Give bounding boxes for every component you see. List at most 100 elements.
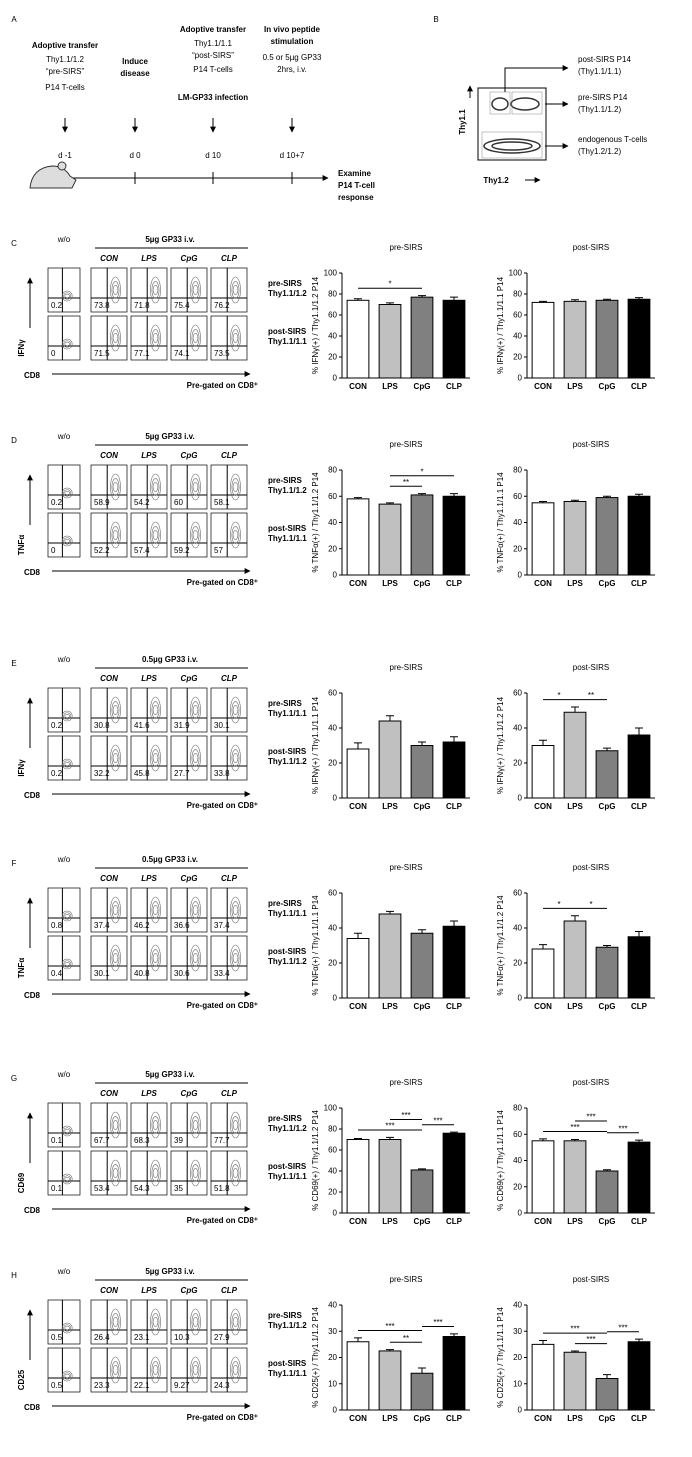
flow-plot	[90, 267, 128, 313]
bar	[378, 503, 402, 576]
population	[231, 901, 240, 919]
step-text: disease	[120, 69, 150, 78]
percent: 0	[51, 546, 56, 555]
y-tick-label: 0	[518, 994, 523, 1003]
bar	[346, 498, 370, 576]
error-bar	[418, 1367, 426, 1374]
population	[64, 293, 70, 299]
x-tick-label: LPS	[382, 802, 398, 811]
population	[491, 141, 533, 151]
axis-label: TNFα	[17, 958, 26, 979]
panel-letter: H	[11, 1271, 17, 1280]
error-bar	[450, 296, 458, 301]
bar	[346, 1139, 370, 1214]
population	[491, 97, 509, 111]
percent: 51.8	[214, 1184, 230, 1193]
flow-plot	[47, 687, 81, 733]
significance-label: ***	[433, 1116, 442, 1125]
flow-plot	[130, 1347, 168, 1393]
population	[232, 953, 239, 963]
percent: 53.4	[94, 1184, 110, 1193]
x-tick-label: LPS	[567, 1414, 583, 1423]
readout: response	[338, 193, 374, 202]
y-axis-label: % TNFα(+) / Thy1.1/1.2 P14	[311, 472, 320, 573]
flow-plot	[170, 887, 208, 933]
bar	[346, 748, 370, 799]
flow-plot	[47, 1299, 81, 1345]
step-text: P14 T-cells	[193, 65, 232, 74]
error-bar	[539, 944, 547, 949]
bar	[378, 720, 402, 799]
percent: 71.8	[134, 301, 150, 310]
significance-label: **	[588, 691, 594, 700]
row-label: Thy1.1/1.1	[268, 337, 307, 346]
error-bar	[635, 297, 643, 300]
population	[64, 713, 70, 719]
flow-plot	[90, 315, 128, 361]
significance-label: ***	[618, 1323, 627, 1332]
population	[230, 521, 241, 549]
y-tick-label: 100	[324, 269, 338, 278]
population	[192, 530, 199, 540]
bar	[627, 1141, 651, 1214]
population	[64, 490, 70, 496]
bar	[410, 494, 434, 576]
population	[64, 1325, 70, 1331]
bar	[346, 1341, 370, 1411]
population	[150, 473, 161, 501]
y-tick-label: 80	[513, 466, 522, 475]
population	[191, 1116, 200, 1134]
population	[110, 944, 121, 972]
population	[190, 744, 201, 772]
population	[232, 753, 239, 763]
y-tick-label: 60	[513, 689, 522, 698]
percent: 74.1	[174, 349, 190, 358]
row-label: Thy1.1/1.1	[268, 1369, 307, 1378]
percent: 41.6	[134, 721, 150, 730]
step-text: In vivo peptide	[264, 25, 321, 34]
condition: CLP	[221, 874, 238, 883]
population	[110, 276, 121, 304]
bar	[442, 741, 466, 799]
percent: 68.3	[134, 1136, 150, 1145]
flow-plot	[130, 512, 168, 558]
chart-title: pre-SIRS	[390, 863, 423, 872]
population	[63, 712, 72, 720]
population	[150, 276, 161, 304]
population	[190, 324, 201, 352]
condition: LPS	[141, 1089, 157, 1098]
y-tick-label: 10	[328, 1379, 337, 1388]
x-tick-label: CpG	[599, 382, 616, 391]
flow-plot	[210, 464, 248, 510]
population	[63, 537, 72, 545]
y-tick-label: 40	[328, 332, 337, 341]
flow-plot	[47, 1347, 81, 1393]
bar	[595, 1170, 619, 1214]
step-text: 0.5 or 5µg GP33	[263, 53, 322, 62]
population	[150, 944, 161, 972]
population	[111, 1361, 120, 1379]
population	[111, 901, 120, 919]
percent: 40.8	[134, 969, 150, 978]
bar	[627, 734, 651, 799]
row-label: pre-SIRS	[268, 1114, 302, 1123]
population	[191, 329, 200, 347]
significance-label: ***	[586, 1335, 595, 1344]
panel-letter: F	[12, 859, 17, 868]
population	[230, 276, 241, 304]
axis-label: CD8	[24, 568, 41, 577]
flow-plot	[47, 1102, 81, 1148]
step-text: “pre-SIRS”	[46, 67, 85, 76]
bar	[442, 1336, 466, 1411]
population	[150, 896, 161, 924]
flow-plot	[210, 935, 248, 981]
flow-plot	[90, 1102, 128, 1148]
flow-plot	[90, 687, 128, 733]
flow-plot	[90, 887, 128, 933]
population	[152, 753, 159, 763]
percent: 0.4	[51, 969, 63, 978]
population	[111, 749, 120, 767]
population	[232, 1317, 239, 1327]
percent: 30.1	[94, 969, 110, 978]
axis-label: Thy1.2	[483, 176, 509, 185]
